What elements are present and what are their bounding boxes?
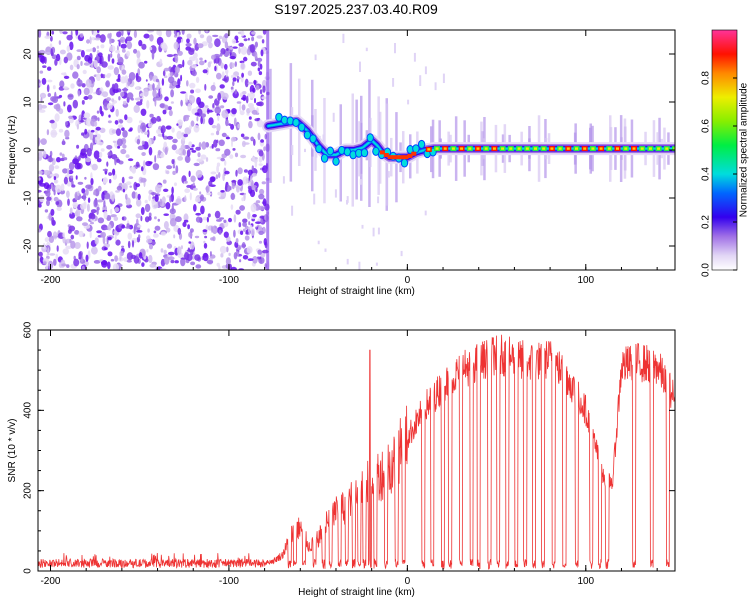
colorbar-scale — [712, 30, 737, 270]
x-axis-label: Height of straight line (km) — [298, 587, 415, 598]
chart-title: S197.2025.237.03.40.R09 — [274, 1, 438, 17]
snr-frame — [37, 329, 676, 572]
y-tick-label: 20 — [23, 48, 34, 60]
y-tick-label: 0 — [23, 147, 34, 153]
y-tick-label: 400 — [23, 402, 34, 419]
noise-speckles — [38, 30, 271, 270]
x-tick-label: 0 — [405, 576, 411, 587]
x-tick-label: 0 — [405, 275, 411, 286]
y-tick-label: 600 — [23, 321, 34, 338]
y-axis-label: Frequency (Hz) — [7, 116, 18, 185]
colorbar-tick-label: 0.0 — [701, 263, 712, 277]
y-tick-label: 10 — [23, 96, 34, 108]
colorbar-frame — [711, 29, 738, 271]
colorbar-tick-label: 0.4 — [701, 167, 712, 181]
y-axis-label: SNR (10 * v/v) — [7, 419, 18, 483]
x-tick-label: 100 — [577, 275, 594, 286]
snr-panel: -200 -100 0 100 0 200 400 600 Height of straight… — [7, 321, 676, 598]
y-tick-label: -20 — [23, 238, 34, 253]
y-tick-label: -10 — [23, 190, 34, 205]
x-axis-label: Height of straight line (km) — [298, 286, 415, 297]
x-tick-label: -100 — [219, 275, 239, 286]
signal-blobs — [275, 112, 675, 168]
x-tick-label: -200 — [40, 275, 60, 286]
x-tick-label: 100 — [577, 576, 594, 587]
y-tick-label: 200 — [23, 482, 34, 499]
colorbar: 0.0 0.2 0.4 0.6 0.8 Normalized spectral ampli… — [701, 29, 750, 277]
x-tick-label: -200 — [40, 576, 60, 587]
colorbar-tick-label: 0.8 — [701, 71, 712, 85]
colorbar-tick-label: 0.2 — [701, 215, 712, 229]
colorbar-label: Normalized spectral amplitude — [739, 82, 750, 217]
noise-edge — [266, 30, 270, 270]
colorbar-tick-label: 0.6 — [701, 119, 712, 133]
snr-line — [38, 334, 675, 570]
spectrogram-content — [38, 30, 675, 270]
x-tick-label: -100 — [219, 576, 239, 587]
y-tick-label: 0 — [23, 568, 34, 574]
